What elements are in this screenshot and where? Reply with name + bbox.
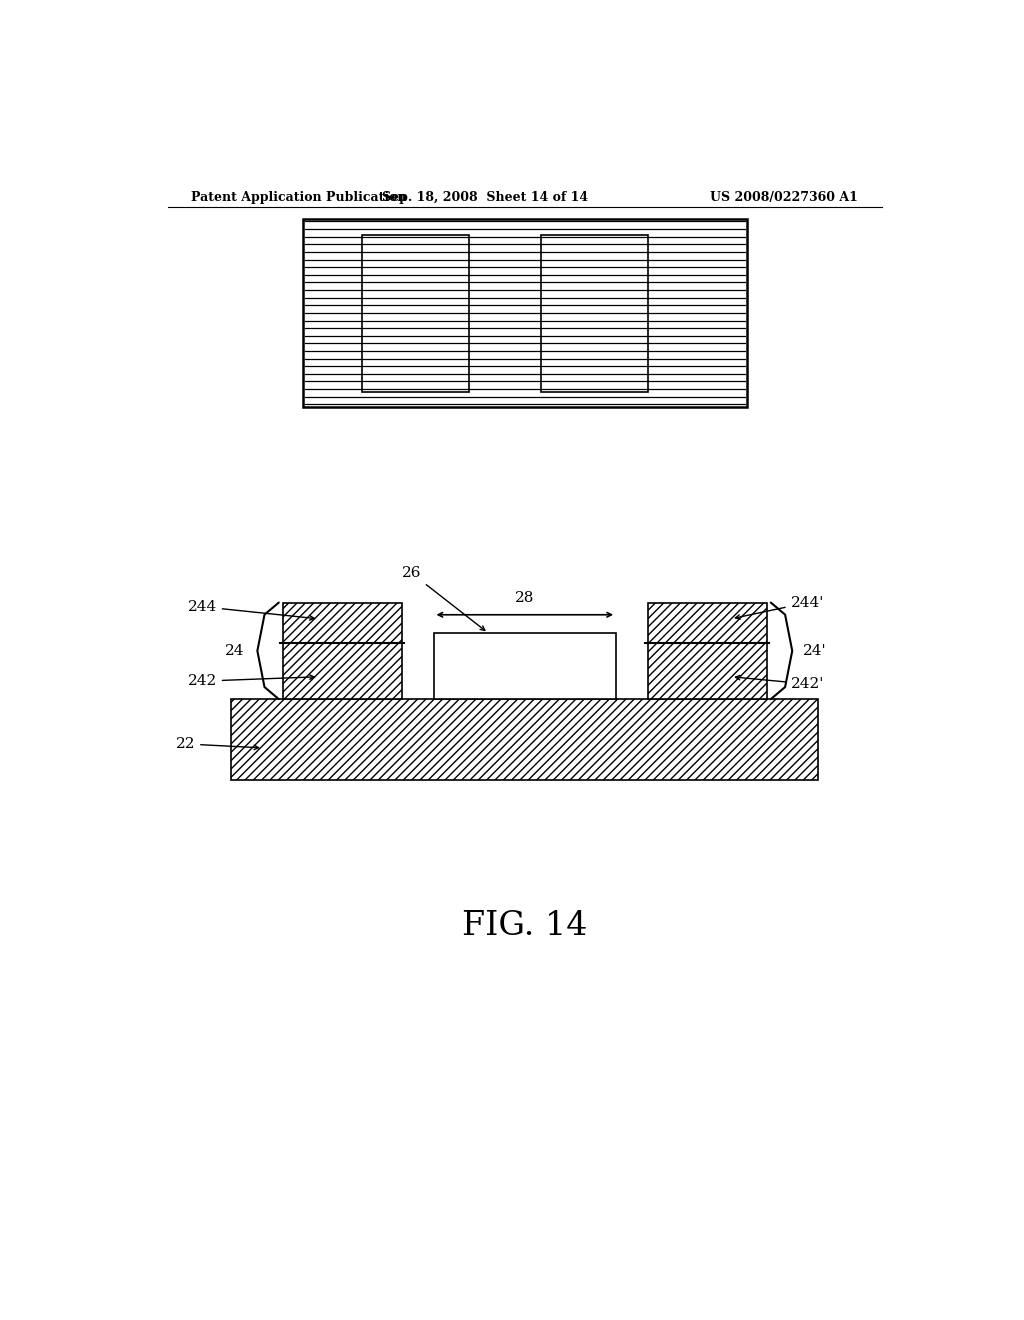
- Bar: [283, 643, 401, 700]
- Text: 22: 22: [176, 737, 259, 751]
- Text: 26: 26: [401, 566, 485, 631]
- Bar: [283, 602, 401, 643]
- Bar: [231, 700, 818, 780]
- Text: 242': 242': [735, 676, 824, 690]
- Text: 24: 24: [225, 644, 245, 657]
- Text: Sep. 18, 2008  Sheet 14 of 14: Sep. 18, 2008 Sheet 14 of 14: [382, 190, 588, 203]
- Text: 242: 242: [187, 675, 314, 688]
- Bar: [541, 235, 648, 392]
- Bar: [362, 235, 469, 392]
- Text: FIG. 14: FIG. 14: [462, 909, 588, 941]
- Text: 28: 28: [515, 590, 535, 605]
- Bar: [303, 219, 748, 408]
- Text: 24': 24': [803, 644, 826, 657]
- Bar: [433, 634, 616, 700]
- Text: 244: 244: [187, 599, 314, 620]
- Bar: [648, 602, 767, 643]
- Bar: [648, 643, 767, 700]
- Text: 244': 244': [735, 595, 824, 619]
- Text: US 2008/0227360 A1: US 2008/0227360 A1: [711, 190, 858, 203]
- Text: Patent Application Publication: Patent Application Publication: [191, 190, 407, 203]
